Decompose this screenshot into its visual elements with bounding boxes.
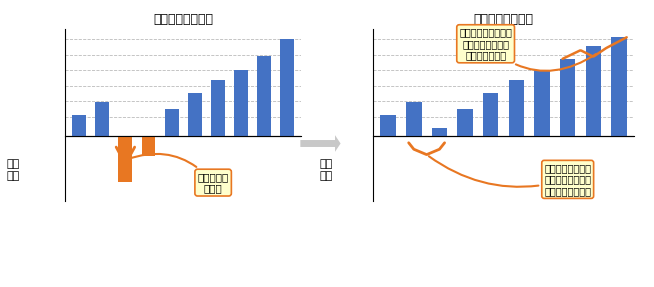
Bar [280,40,294,136]
Bar [534,70,550,136]
Text: 残高
目標: 残高 目標 [7,159,20,181]
Bar [585,46,601,136]
Bar [381,115,396,136]
Bar [560,59,576,136]
Bar [234,70,248,136]
Bar [95,102,109,136]
Bar [188,93,201,136]
Text: 元本返済完了後は、
利息返済の分だけ
資金残高が減る: 元本返済完了後は、 利息返済の分だけ 資金残高が減る [459,27,596,71]
Bar [257,56,271,136]
Text: 残高目標を
下回る: 残高目標を 下回る [128,154,229,193]
Bar [432,128,447,136]
Text: 借入を使用するこ
とで、残高目標を
上回ることが可能: 借入を使用するこ とで、残高目標を 上回ることが可能 [429,156,591,196]
Bar [457,109,473,136]
Bar [509,80,524,136]
Title: 緊急時借入使用後: 緊急時借入使用後 [473,13,534,26]
Title: 緊急時借入使用前: 緊急時借入使用前 [153,13,213,26]
Bar [165,109,179,136]
Bar [73,115,86,136]
Bar [406,102,422,136]
Bar [118,136,132,182]
Bar [211,80,225,136]
Bar [483,93,498,136]
Bar [611,37,627,136]
Text: 残高
目標: 残高 目標 [319,159,332,181]
Bar [141,136,156,156]
